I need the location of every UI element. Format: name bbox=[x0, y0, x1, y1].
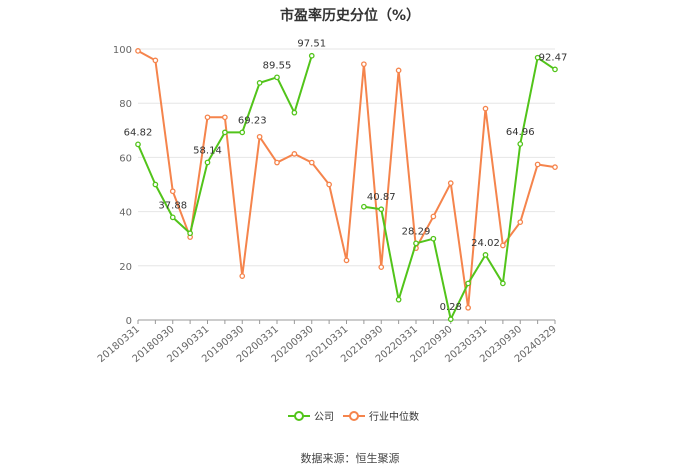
legend: 公司 行业中位数 bbox=[288, 410, 419, 423]
legend-label: 行业中位数 bbox=[369, 410, 419, 423]
data-point bbox=[239, 273, 246, 279]
data-point bbox=[343, 257, 350, 264]
y-tick-label: 80 bbox=[119, 99, 132, 110]
data-point bbox=[378, 264, 385, 271]
data-point bbox=[430, 213, 437, 220]
data-point bbox=[274, 159, 280, 166]
y-tick-label: 100 bbox=[113, 45, 132, 56]
data-point bbox=[308, 52, 315, 59]
legend-swatch-marker bbox=[294, 411, 304, 421]
data-label: 89.55 bbox=[263, 60, 292, 71]
data-label: 92.47 bbox=[539, 52, 568, 63]
data-label: 37.88 bbox=[158, 200, 187, 211]
data-point bbox=[517, 141, 524, 147]
data-label: 64.96 bbox=[506, 127, 535, 138]
data-point bbox=[395, 67, 402, 74]
data-point bbox=[395, 296, 402, 303]
data-point bbox=[482, 252, 489, 258]
data-point bbox=[187, 230, 193, 237]
data-label: 0.28 bbox=[440, 302, 462, 313]
data-point bbox=[413, 240, 419, 247]
data-point bbox=[447, 180, 454, 186]
data-label: 40.87 bbox=[367, 192, 396, 203]
data-point bbox=[256, 133, 263, 140]
data-point bbox=[500, 242, 506, 249]
data-point bbox=[204, 114, 211, 121]
data-point bbox=[291, 109, 298, 116]
data-point bbox=[222, 129, 228, 136]
data-point bbox=[222, 114, 228, 121]
legend-swatch-marker bbox=[349, 411, 359, 421]
data-point bbox=[204, 159, 211, 166]
series-line bbox=[137, 50, 556, 309]
legend-label: 公司 bbox=[314, 412, 334, 423]
data-point bbox=[326, 181, 332, 188]
data-point bbox=[135, 48, 141, 54]
source-text: 数据来源：恒生聚源 bbox=[301, 451, 400, 465]
data-label: 64.82 bbox=[124, 127, 153, 138]
data-point bbox=[239, 129, 246, 136]
chart-title: 市盈率历史分位（%） bbox=[280, 7, 420, 24]
plot-area bbox=[135, 48, 558, 323]
data-point bbox=[152, 57, 159, 64]
data-point bbox=[465, 304, 471, 311]
data-point bbox=[552, 66, 558, 73]
y-tick-label: 0 bbox=[126, 316, 132, 327]
data-labels: 64.82 37.88 58.14 69.23 89.55 97.51 40.87 28.29… bbox=[124, 39, 568, 313]
data-point bbox=[482, 105, 489, 112]
series-line bbox=[137, 55, 556, 321]
data-point bbox=[169, 214, 176, 221]
data-label: 69.23 bbox=[238, 115, 267, 126]
data-point bbox=[308, 159, 315, 166]
data-point bbox=[135, 141, 141, 148]
data-point bbox=[274, 74, 280, 81]
data-point bbox=[430, 235, 437, 242]
data-point bbox=[517, 219, 524, 226]
grid bbox=[138, 48, 555, 267]
y-tick-label: 40 bbox=[119, 208, 132, 219]
data-point bbox=[552, 164, 558, 171]
data-point bbox=[500, 280, 506, 287]
data-point bbox=[361, 61, 367, 68]
data-point bbox=[378, 206, 385, 213]
data-point bbox=[169, 188, 176, 195]
y-tick-label: 20 bbox=[119, 262, 132, 273]
data-point bbox=[447, 316, 454, 323]
data-point bbox=[465, 280, 471, 287]
data-point bbox=[534, 54, 541, 61]
data-point bbox=[534, 161, 541, 168]
data-label: 28.29 bbox=[402, 226, 431, 237]
data-label: 24.02 bbox=[471, 238, 500, 249]
data-label: 58.14 bbox=[193, 145, 222, 156]
data-point bbox=[291, 151, 298, 157]
data-label: 97.51 bbox=[297, 39, 326, 50]
data-point bbox=[361, 203, 367, 210]
y-tick-label: 60 bbox=[119, 153, 132, 164]
data-point bbox=[152, 181, 159, 188]
data-point bbox=[256, 80, 263, 86]
